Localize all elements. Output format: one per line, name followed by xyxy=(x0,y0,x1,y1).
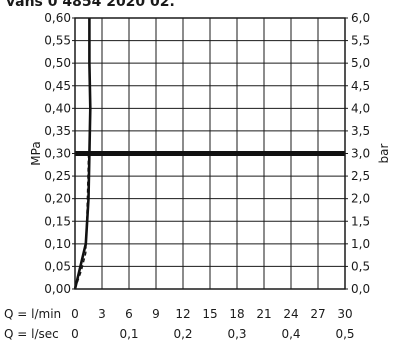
y-tick-label-right: 5,0 xyxy=(351,56,370,70)
series-line-solid xyxy=(73,18,92,290)
y-tick-label-right: 3,5 xyxy=(351,124,370,138)
y-tick-label-right: 3,0 xyxy=(351,147,370,161)
x-tick-label-min: 12 xyxy=(175,307,190,321)
y-tick-label-left: 0,45 xyxy=(44,79,71,93)
y-tick-label-left: 0,60 xyxy=(44,11,71,25)
x-tick-label-sec: 0,5 xyxy=(335,327,354,341)
x-tick-label-min: 24 xyxy=(283,307,298,321)
y-tick-label-left: 0,50 xyxy=(44,56,71,70)
y-tick-label-left: 0,25 xyxy=(44,169,71,183)
y-tick-label-left: 0,55 xyxy=(44,34,71,48)
header-fragment: vans 0 4854 2020 02. xyxy=(6,0,175,10)
x-tick-label-sec: 0,2 xyxy=(173,327,192,341)
y-axis-label-left: MPa xyxy=(29,141,43,165)
x-ticks-min: 0 3 6 9 12 15 18 21 24 27 30 xyxy=(71,307,352,321)
x-tick-label-min: 18 xyxy=(229,307,244,321)
y-tick-label-right: 0,5 xyxy=(351,259,370,273)
x-tick-label-min: 30 xyxy=(337,307,352,321)
x-tick-label-min: 21 xyxy=(256,307,271,321)
y-tick-label-left: 0,10 xyxy=(44,237,71,251)
x-tick-label-sec: 0 xyxy=(71,327,79,341)
y-tick-label-left: 0,05 xyxy=(44,259,71,273)
y-tick-label-right: 0,0 xyxy=(351,282,370,296)
x-tick-label-sec: 0,1 xyxy=(119,327,138,341)
y-tick-label-right: 1,0 xyxy=(351,237,370,251)
y-tick-label-left: 0,30 xyxy=(44,147,71,161)
x-tick-label-min: 0 xyxy=(71,307,79,321)
y-tick-label-left: 0,40 xyxy=(44,101,71,115)
x-axis-label-sec: Q = l/sec xyxy=(4,327,59,341)
x-tick-label-min: 27 xyxy=(310,307,325,321)
y-axis-label-right: bar xyxy=(377,143,391,163)
x-tick-label-sec: 0,3 xyxy=(227,327,246,341)
y-tick-label-right: 6,0 xyxy=(351,11,370,25)
x-axis-label-min: Q = l/min xyxy=(4,307,61,321)
y-tick-label-left: 0,20 xyxy=(44,192,71,206)
y-tick-label-left: 0,15 xyxy=(44,214,71,228)
series-line-dashed xyxy=(74,153,90,290)
x-tick-label-min: 6 xyxy=(125,307,133,321)
x-tick-label-min: 9 xyxy=(152,307,160,321)
x-tick-label-min: 3 xyxy=(98,307,106,321)
y-tick-label-left: 0,00 xyxy=(44,282,71,296)
y-tick-label-left: 0,35 xyxy=(44,124,71,138)
y-tick-label-right: 4,0 xyxy=(351,101,370,115)
y-tick-label-right: 5,5 xyxy=(351,34,370,48)
series-layer xyxy=(73,18,92,290)
y-ticks-left: 0,00 0,05 0,10 0,15 0,20 0,25 0,30 0,35 0,40 0,45… xyxy=(44,11,75,296)
x-tick-label-min: 15 xyxy=(202,307,217,321)
y-tick-label-right: 1,5 xyxy=(351,214,370,228)
x-tick-label-sec: 0,4 xyxy=(281,327,300,341)
y-ticks-right: 0,0 0,5 1,0 1,5 2,0 2,5 3,0 3,5 4,0 4,5 5,0 5,5 6,0 xyxy=(345,11,370,296)
y-tick-label-right: 4,5 xyxy=(351,79,370,93)
y-tick-label-right: 2,0 xyxy=(351,192,370,206)
x-ticks-sec: 0 0,1 0,2 0,3 0,4 0,5 xyxy=(71,327,354,341)
y-tick-label-right: 2,5 xyxy=(351,169,370,183)
